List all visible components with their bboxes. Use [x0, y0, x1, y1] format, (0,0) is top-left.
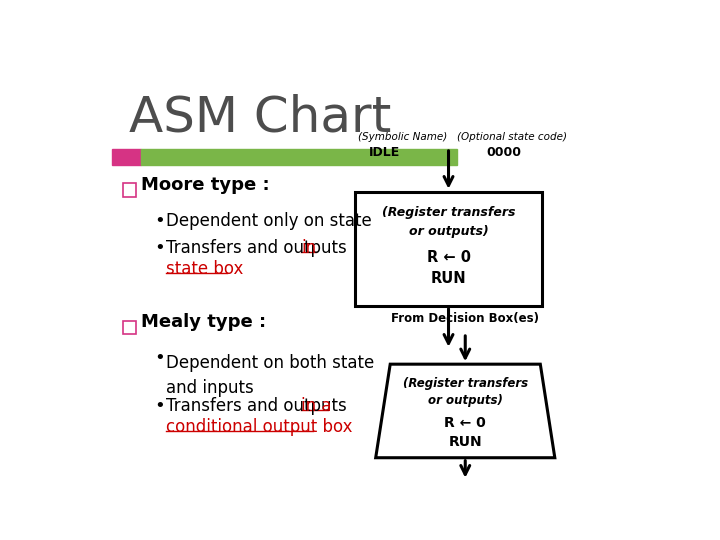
Text: or outputs): or outputs) [428, 394, 503, 407]
Text: RUN: RUN [449, 435, 482, 449]
Bar [355, 192, 542, 306]
Text: or outputs): or outputs) [409, 225, 488, 238]
Bar [124, 183, 136, 197]
Text: ASM Chart: ASM Chart [129, 94, 392, 142]
Bar [112, 149, 141, 165]
Text: (Optional state code): (Optional state code) [457, 132, 567, 141]
Text: state box: state box [166, 260, 244, 278]
Text: Dependent on both state
and inputs: Dependent on both state and inputs [166, 354, 374, 397]
Text: IDLE: IDLE [369, 146, 400, 159]
Text: •: • [154, 349, 165, 367]
Text: •: • [154, 397, 165, 415]
Text: RUN: RUN [431, 271, 467, 286]
Text: R ← 0: R ← 0 [426, 250, 470, 265]
Text: in: in [302, 239, 317, 256]
Text: (Register transfers: (Register transfers [402, 377, 528, 390]
Text: •: • [154, 239, 165, 256]
Text: (Register transfers: (Register transfers [382, 206, 516, 219]
Text: in a: in a [302, 397, 332, 415]
Text: Transfers and outputs: Transfers and outputs [166, 239, 353, 256]
Text: conditional output box: conditional output box [166, 417, 353, 436]
Polygon shape [376, 364, 555, 458]
Text: 0000: 0000 [487, 146, 521, 159]
Text: Mealy type :: Mealy type : [141, 313, 266, 331]
Text: •: • [154, 212, 165, 230]
Text: R ← 0: R ← 0 [444, 416, 486, 430]
Text: Dependent only on state: Dependent only on state [166, 212, 372, 230]
Bar [124, 321, 136, 334]
Text: From Decision Box(es): From Decision Box(es) [391, 312, 539, 325]
Text: (Symbolic Name): (Symbolic Name) [358, 132, 447, 141]
Text: Moore type :: Moore type : [141, 176, 270, 194]
Bar [141, 149, 456, 165]
Text: Transfers and outputs: Transfers and outputs [166, 397, 353, 415]
